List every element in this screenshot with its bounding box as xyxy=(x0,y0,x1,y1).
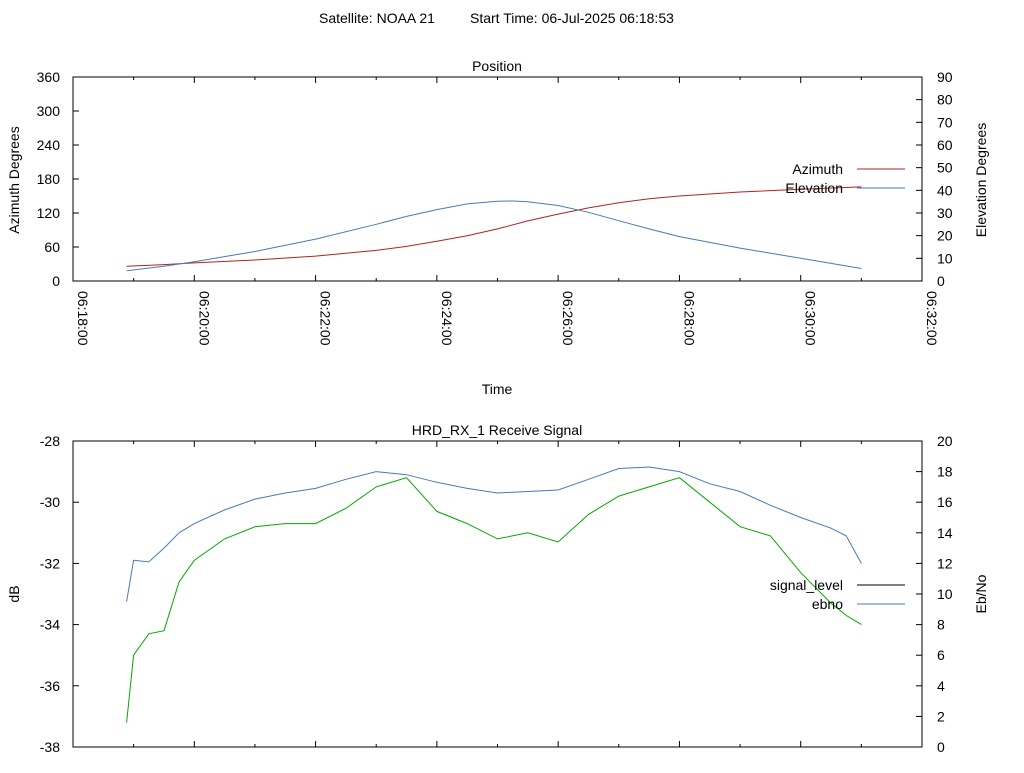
y-tick-label: -34 xyxy=(40,617,60,633)
legend-label-Elevation: Elevation xyxy=(785,180,843,196)
y2-tick-label: 20 xyxy=(937,433,953,449)
x-tick-label: 06:18:00 xyxy=(75,291,91,346)
y-tick-label: 180 xyxy=(37,171,61,187)
y2-tick-label: 16 xyxy=(937,494,953,510)
legend-label-signal_level: signal_level xyxy=(770,577,843,593)
signal-y-axis-label: dB xyxy=(6,585,22,602)
y2-tick-label: 70 xyxy=(937,114,953,130)
series-line-Elevation xyxy=(126,200,862,272)
y2-tick-label: 18 xyxy=(937,464,953,480)
y-tick-label: -36 xyxy=(40,678,60,694)
y2-tick-label: 8 xyxy=(937,617,945,633)
series-line-Azimuth xyxy=(126,186,862,267)
y-tick-label: 360 xyxy=(37,69,61,85)
y-tick-label: -38 xyxy=(40,739,60,755)
y2-tick-label: 14 xyxy=(937,525,953,541)
y2-tick-label: 10 xyxy=(937,250,953,266)
y-tick-label: 120 xyxy=(37,205,61,221)
plot-frame-0 xyxy=(72,76,923,282)
y-tick-label: 0 xyxy=(52,273,60,289)
y2-tick-label: 60 xyxy=(937,137,953,153)
y-tick-label: -28 xyxy=(40,433,60,449)
y2-tick-label: 30 xyxy=(937,205,953,221)
position-chart-title: Position xyxy=(472,58,522,74)
y2-tick-label: 20 xyxy=(937,228,953,244)
y2-tick-label: 6 xyxy=(937,647,945,663)
x-tick-label: 06:28:00 xyxy=(681,291,697,346)
y2-tick-label: 12 xyxy=(937,555,953,571)
x-tick-label: 06:30:00 xyxy=(803,291,819,346)
y2-tick-label: 80 xyxy=(937,92,953,108)
legend-label-Azimuth: Azimuth xyxy=(792,161,843,177)
y2-tick-label: 10 xyxy=(937,586,953,602)
y2-tick-label: 4 xyxy=(937,678,945,694)
y-tick-label: -32 xyxy=(40,555,60,571)
x-tick-label: 06:32:00 xyxy=(924,291,940,346)
signal-y2-axis-label: Eb/No xyxy=(973,574,989,613)
y2-tick-label: 2 xyxy=(937,708,945,724)
signal-chart-title: HRD_RX_1 Receive Signal xyxy=(412,422,582,438)
x-tick-label: 06:24:00 xyxy=(439,291,455,346)
series-line-signal_level xyxy=(126,477,862,723)
x-tick-label: 06:20:00 xyxy=(196,291,212,346)
x-tick-label: 06:26:00 xyxy=(560,291,576,346)
legend-label-ebno: ebno xyxy=(812,596,843,612)
y2-tick-label: 90 xyxy=(937,69,953,85)
signal-chart: HRD_RX_1 Receive Signal dB Eb/No -38 -36 -… xyxy=(6,422,989,755)
position-y-axis-label: Azimuth Degrees xyxy=(6,126,22,233)
x-tick-label: 06:22:00 xyxy=(318,291,334,346)
y-tick-label: 300 xyxy=(37,103,61,119)
y2-tick-label: 0 xyxy=(937,739,945,755)
y-tick-label: -30 xyxy=(40,494,60,510)
y-tick-label: 240 xyxy=(37,137,61,153)
y-tick-label: 60 xyxy=(44,239,60,255)
header-satellite: Satellite: NOAA 21 xyxy=(319,10,435,26)
position-chart: Position Time Azimuth Degrees Elevation … xyxy=(6,58,989,397)
y2-tick-label: 50 xyxy=(937,160,953,176)
position-y2-axis-label: Elevation Degrees xyxy=(973,123,989,237)
header-start-time: Start Time: 06-Jul-2025 06:18:53 xyxy=(470,10,674,26)
series-line-ebno xyxy=(126,466,862,602)
position-x-axis-label: Time xyxy=(482,381,513,397)
plot-frame-1 xyxy=(72,440,923,748)
y2-tick-label: 40 xyxy=(937,182,953,198)
y2-tick-label: 0 xyxy=(937,273,945,289)
